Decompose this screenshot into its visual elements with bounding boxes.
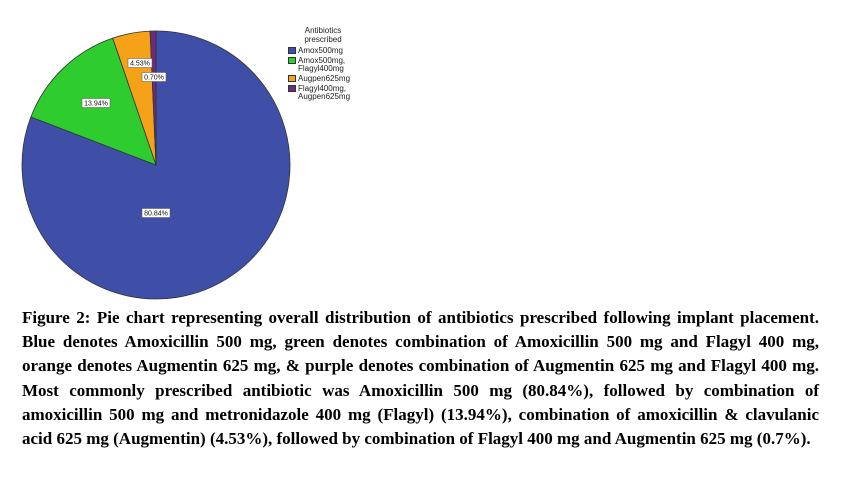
legend-label: Amox500mg <box>298 46 343 55</box>
slice-data-label-amox500: 80.84% <box>141 208 171 218</box>
slice-data-label-flagyl-augpen: 0.70% <box>141 72 167 82</box>
legend-swatch-blue <box>288 47 296 54</box>
legend-swatch-purple <box>288 85 296 92</box>
legend-label: Augpen625mg <box>298 74 351 83</box>
legend-item-flagyl-augpen: Flagyl400mg, Augpen625mg <box>288 85 398 101</box>
svg-text:4.53%: 4.53% <box>130 61 150 68</box>
chart-legend: Antibiotics prescribed Amox500mg Amox500… <box>288 26 398 103</box>
legend-label: Amox500mg, Flagyl400mg <box>298 56 346 73</box>
svg-text:80.84%: 80.84% <box>144 211 168 218</box>
pie-chart: 80.84% 13.94% 4.53% 0.70% <box>21 30 291 300</box>
slice-data-label-augpen: 4.53% <box>127 58 153 68</box>
legend-item-amox500: Amox500mg <box>288 47 398 55</box>
slice-data-label-amox-flagyl: 13.94% <box>81 98 111 108</box>
svg-text:0.70%: 0.70% <box>144 75 164 82</box>
svg-text:13.94%: 13.94% <box>84 101 108 108</box>
legend-swatch-orange <box>288 75 296 82</box>
figure-caption: Figure 2: Pie chart representing overall… <box>22 308 819 449</box>
legend-item-amox-flagyl: Amox500mg, Flagyl400mg <box>288 57 398 73</box>
legend-title: Antibiotics prescribed <box>304 26 342 44</box>
legend-label: Flagyl400mg, Augpen625mg <box>298 84 351 101</box>
legend-item-augpen: Augpen625mg <box>288 75 398 83</box>
legend-swatch-green <box>288 57 296 64</box>
